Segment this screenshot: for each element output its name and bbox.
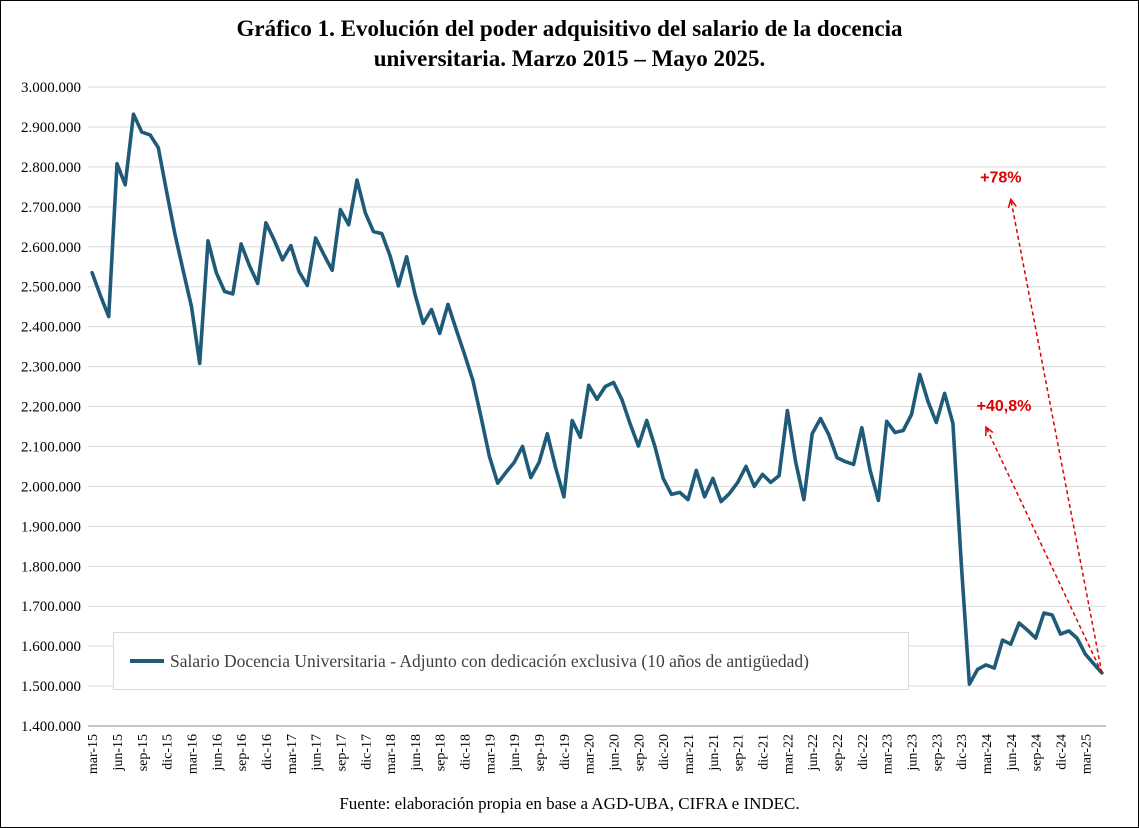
x-tick-label: jun-17 (310, 734, 325, 772)
x-tick-label: dic-21 (757, 734, 772, 770)
chart-title: Gráfico 1. Evolución del poder adquisiti… (0, 14, 1139, 74)
y-tick-label: 2.200.000 (21, 400, 81, 416)
legend-label: Salario Docencia Universitaria - Adjunto… (170, 650, 810, 671)
y-tick-label: 1.500.000 (21, 679, 81, 695)
x-tick-label: sep-18 (434, 734, 449, 771)
x-tick-label: mar-18 (384, 734, 399, 774)
arrow-78 (1011, 199, 1103, 674)
x-tick-label: dic-18 (459, 734, 474, 770)
x-tick-label: dic-17 (359, 734, 374, 770)
x-tick-label: mar-25 (1079, 734, 1094, 774)
x-tick-label: jun-21 (707, 734, 722, 772)
x-tick-label: sep-24 (1030, 734, 1045, 771)
x-tick-label: mar-15 (86, 734, 101, 774)
x-tick-label: mar-23 (881, 734, 896, 774)
x-tick-label: sep-19 (533, 734, 548, 771)
x-tick-label: mar-19 (483, 734, 498, 774)
x-tick-label: dic-16 (260, 734, 275, 770)
y-tick-label: 2.600.000 (21, 240, 81, 256)
x-tick-label: mar-21 (682, 734, 697, 774)
x-tick-label: sep-16 (235, 734, 250, 771)
x-tick-label: jun-23 (906, 734, 921, 772)
annotation-78: +78% (980, 169, 1021, 186)
chart-title-line-1: Gráfico 1. Evolución del poder adquisiti… (236, 16, 903, 41)
source-note: Fuente: elaboración propia en base a AGD… (339, 794, 800, 813)
x-tick-label: sep-20 (632, 734, 647, 771)
y-tick-label: 1.600.000 (21, 639, 81, 655)
x-tick-label: mar-24 (980, 734, 995, 774)
y-tick-label: 2.100.000 (21, 439, 81, 455)
x-tick-label: jun-22 (806, 734, 821, 772)
y-tick-label: 1.700.000 (21, 599, 81, 615)
y-tick-label: 1.400.000 (21, 719, 81, 735)
arrow-40-8 (986, 427, 1103, 674)
x-tick-label: jun-16 (210, 734, 225, 772)
x-tick-label: jun-20 (608, 734, 623, 772)
x-tick-label: mar-20 (583, 734, 598, 774)
x-tick-label: dic-15 (161, 734, 176, 770)
x-tick-label: jun-24 (1005, 734, 1020, 772)
x-tick-label: mar-17 (285, 734, 300, 774)
x-tick-label: jun-19 (508, 734, 523, 772)
x-tick-label: mar-16 (185, 734, 200, 774)
x-tick-label: dic-24 (1054, 734, 1069, 770)
annotation-40-8: +40,8% (977, 398, 1032, 415)
y-tick-label: 2.800.000 (21, 160, 81, 176)
y-tick-label: 1.800.000 (21, 559, 81, 575)
x-tick-label: mar-22 (781, 734, 796, 774)
x-tick-label: sep-15 (136, 734, 151, 771)
x-tick-label: dic-19 (558, 734, 573, 770)
x-tick-label: dic-23 (955, 734, 970, 770)
y-tick-label: 2.900.000 (21, 120, 81, 136)
series-line (90, 112, 1104, 686)
y-tick-label: 2.700.000 (21, 200, 81, 216)
legend-swatch (130, 659, 164, 663)
x-tick-label: sep-17 (334, 734, 349, 771)
y-tick-label: 1.900.000 (21, 519, 81, 535)
y-tick-label: 3.000.000 (21, 80, 81, 96)
x-tick-label: jun-15 (111, 734, 126, 772)
x-tick-label: sep-23 (930, 734, 945, 771)
x-tick-label: sep-22 (831, 734, 846, 771)
y-tick-label: 2.500.000 (21, 280, 81, 296)
x-tick-label: sep-21 (732, 734, 747, 771)
chart-title-line-2: universitaria. Marzo 2015 – Mayo 2025. (373, 46, 766, 71)
x-tick-label: dic-22 (856, 734, 871, 770)
x-tick-label: dic-20 (657, 734, 672, 770)
y-tick-label: 2.400.000 (21, 320, 81, 336)
y-tick-label: 2.300.000 (21, 360, 81, 376)
legend: Salario Docencia Universitaria - Adjunto… (113, 632, 909, 690)
y-tick-label: 2.000.000 (21, 479, 81, 495)
x-tick-label: jun-18 (409, 734, 424, 772)
